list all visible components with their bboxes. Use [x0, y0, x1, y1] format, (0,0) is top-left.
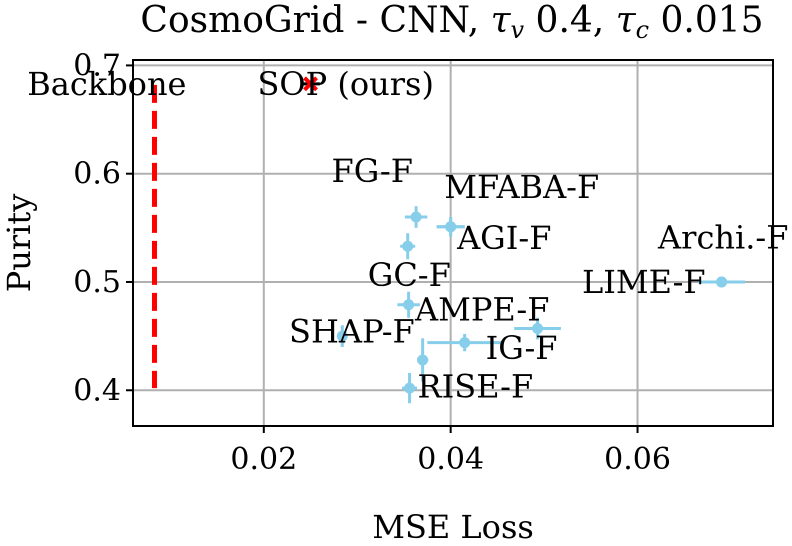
x-tick-label: 0.02	[230, 442, 297, 477]
chart-title: CosmoGrid - CNN, τv 0.4, τc 0.015	[140, 0, 763, 44]
marker-dot	[716, 276, 728, 288]
point-label: IG-F	[486, 329, 558, 367]
marker-dot	[459, 337, 471, 349]
marker-dot	[417, 354, 429, 366]
marker-dot	[532, 323, 544, 335]
data-point	[336, 325, 348, 347]
plot-frame	[132, 59, 774, 427]
point-label: MFABA-F	[444, 168, 599, 206]
y-tick-label: 0.4	[73, 373, 121, 408]
point-label: AMPE-F	[414, 291, 549, 329]
data-points	[301, 76, 745, 404]
x-tick-label: 0.06	[604, 442, 671, 477]
point-labels: Backbone SOP (ours) FG-F MFABA-F AGI-FGC-F Ar…	[27, 65, 788, 406]
y-tick-label: 0.7	[73, 48, 121, 83]
point-label: GC-F	[368, 256, 451, 294]
point-label: AGI-F	[456, 219, 551, 257]
data-point	[698, 276, 745, 288]
data-point	[427, 333, 503, 352]
grid-lines	[133, 60, 773, 426]
point-label: FG-F	[332, 152, 413, 190]
data-point	[301, 76, 320, 92]
data-point	[404, 206, 428, 228]
marker-dot	[403, 299, 415, 311]
y-tick-label: 0.5	[73, 265, 121, 300]
data-point	[514, 317, 561, 340]
point-label: LIME-F	[582, 263, 706, 301]
y-axis-label: Purity	[0, 194, 38, 293]
data-point	[402, 372, 418, 404]
point-label: Backbone	[27, 65, 186, 103]
point-label: SHAP-F	[289, 313, 415, 351]
point-label: Archi.-F	[657, 218, 788, 256]
y-tick-label: 0.6	[73, 157, 121, 192]
data-point	[397, 291, 420, 318]
marker-dot	[402, 240, 414, 252]
marker-dot	[410, 211, 422, 223]
marker-x	[303, 76, 318, 92]
data-point	[400, 233, 416, 260]
point-label: SOP (ours)	[258, 65, 434, 103]
marker-dot	[336, 330, 348, 342]
x-tick-label: 0.04	[417, 442, 484, 477]
data-point	[417, 338, 429, 382]
data-point	[436, 217, 465, 237]
point-label: RISE-F	[418, 368, 534, 406]
marker-dot	[445, 221, 457, 233]
marker-dot	[404, 382, 416, 394]
x-axis-label: MSE Loss	[372, 508, 534, 546]
axis-ticks: 0.02 0.04 0.06 0.4 0.5 0.6 0.7	[73, 48, 671, 477]
